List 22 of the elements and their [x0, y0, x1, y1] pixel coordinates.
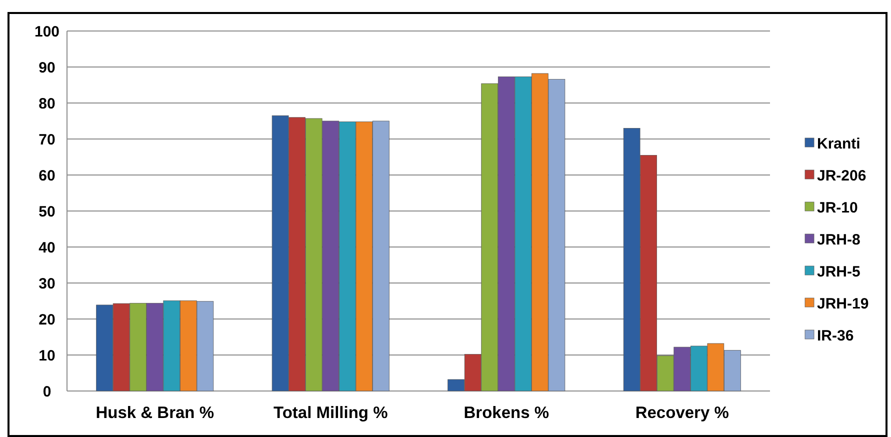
y-tick-label: 30 [38, 275, 56, 292]
y-tick-label: 100 [34, 23, 60, 40]
y-tick-label: 40 [38, 239, 56, 256]
y-tick-label: 0 [42, 383, 52, 400]
legend-label: JR-206 [817, 167, 866, 184]
y-tick-label: 60 [38, 167, 56, 184]
legend-label: IR-36 [817, 327, 854, 344]
legend-label: JRH-8 [817, 231, 860, 248]
y-tick-label: 50 [38, 203, 56, 220]
legend-label: JRH-5 [817, 263, 860, 280]
y-tick-label: 10 [38, 347, 56, 364]
y-tick-label: 70 [38, 131, 56, 148]
legend-label: JR-10 [817, 199, 858, 216]
legend-label: Kranti [817, 135, 860, 152]
y-tick-label: 80 [38, 95, 56, 112]
x-tick-label: Brokens % [464, 404, 550, 422]
x-tick-label: Recovery % [635, 404, 730, 422]
legend-label: JRH-19 [817, 295, 869, 312]
y-tick-label: 20 [38, 311, 56, 328]
y-tick-label: 90 [38, 59, 56, 76]
x-tick-label: Total Milling % [273, 404, 388, 422]
x-tick-label: Husk & Bran % [96, 404, 214, 422]
